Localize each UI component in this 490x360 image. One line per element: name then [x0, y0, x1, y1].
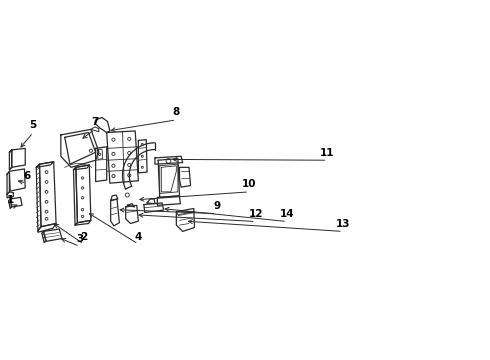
Text: 11: 11	[320, 148, 335, 158]
Text: 14: 14	[280, 209, 294, 219]
Text: 6: 6	[23, 171, 30, 181]
Text: 13: 13	[336, 219, 350, 229]
Text: 9: 9	[213, 201, 220, 211]
Text: 1: 1	[6, 195, 14, 205]
Text: 3: 3	[76, 234, 83, 244]
Text: 8: 8	[172, 108, 180, 117]
Text: 10: 10	[242, 180, 256, 189]
Text: 7: 7	[91, 117, 98, 127]
Text: 4: 4	[135, 232, 142, 242]
Text: 12: 12	[248, 209, 263, 219]
Text: 5: 5	[29, 120, 37, 130]
Text: 2: 2	[80, 232, 87, 242]
